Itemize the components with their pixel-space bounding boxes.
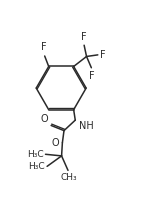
Text: O: O xyxy=(51,138,59,148)
Text: F: F xyxy=(100,50,105,60)
Text: O: O xyxy=(41,114,48,124)
Text: F: F xyxy=(81,32,87,42)
Text: CH₃: CH₃ xyxy=(60,173,77,182)
Text: NH: NH xyxy=(79,121,94,131)
Text: F: F xyxy=(89,71,94,81)
Text: F: F xyxy=(41,42,47,52)
Text: H₃C: H₃C xyxy=(27,150,43,159)
Text: H₃C: H₃C xyxy=(28,162,45,171)
